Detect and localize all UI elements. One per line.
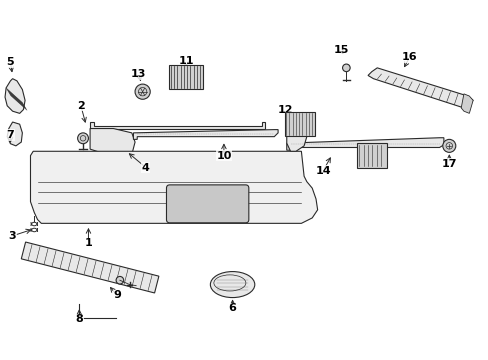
Text: 17: 17 [441, 159, 456, 169]
Text: 2: 2 [77, 101, 84, 111]
Circle shape [78, 133, 88, 144]
Circle shape [135, 84, 150, 99]
Text: 12: 12 [277, 104, 292, 114]
FancyBboxPatch shape [356, 143, 386, 167]
Circle shape [116, 276, 123, 284]
Ellipse shape [210, 271, 254, 298]
Polygon shape [5, 79, 25, 113]
Text: 9: 9 [113, 291, 121, 300]
Text: 7: 7 [6, 130, 14, 140]
Text: 4: 4 [142, 162, 149, 172]
Polygon shape [21, 242, 159, 293]
Text: 1: 1 [84, 238, 92, 248]
Text: 5: 5 [7, 58, 14, 67]
Text: 15: 15 [332, 45, 348, 55]
Text: 14: 14 [315, 166, 330, 176]
FancyBboxPatch shape [166, 185, 248, 223]
Polygon shape [90, 129, 135, 157]
Text: 6: 6 [228, 303, 236, 314]
Text: 3: 3 [9, 231, 17, 241]
Text: 10: 10 [216, 150, 231, 161]
Polygon shape [7, 122, 22, 146]
Circle shape [342, 64, 349, 72]
Text: 16: 16 [401, 52, 417, 62]
Polygon shape [286, 122, 306, 151]
Polygon shape [133, 130, 278, 139]
Text: 13: 13 [131, 69, 146, 79]
Polygon shape [286, 138, 443, 150]
Polygon shape [90, 122, 264, 129]
Polygon shape [30, 151, 317, 223]
Polygon shape [367, 68, 472, 108]
FancyBboxPatch shape [284, 112, 314, 136]
Text: 8: 8 [75, 314, 83, 324]
Polygon shape [460, 94, 472, 113]
FancyBboxPatch shape [168, 65, 203, 89]
Circle shape [442, 139, 455, 152]
Text: 11: 11 [178, 56, 193, 66]
